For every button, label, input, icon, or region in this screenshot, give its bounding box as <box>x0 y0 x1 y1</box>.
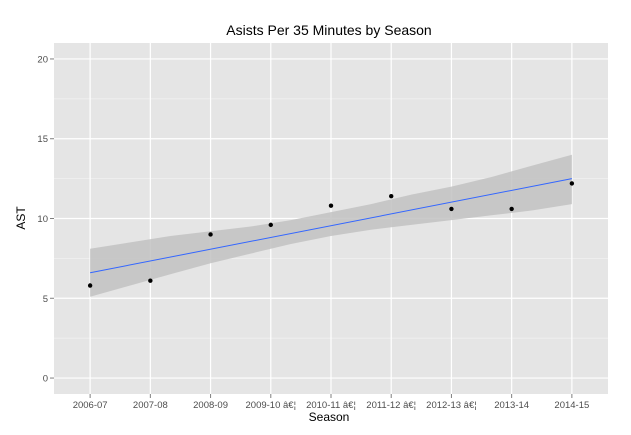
trend-line <box>90 178 572 274</box>
data-point <box>268 222 273 228</box>
points-layer <box>87 181 575 288</box>
x-tick-label: 2009-10 â€¦ <box>246 400 297 411</box>
data-point <box>389 193 394 199</box>
x-axis: 2006-07 2007-08 2008-09 2009-10 â€¦ 2010-11 … <box>73 394 589 411</box>
data-point <box>208 232 213 237</box>
data-point <box>148 278 153 283</box>
y-tick-label: 15 <box>37 134 48 145</box>
x-tick-label: 2012-13 â€¦ <box>426 400 477 411</box>
y-tick-label: 20 <box>37 54 48 65</box>
x-tick-label: 2007-08 <box>133 400 168 411</box>
x-tick-label: 2011-12 â€¦ <box>366 400 416 411</box>
y-axis: 0 5 10 15 20 <box>37 54 54 385</box>
y-tick-label: 5 <box>43 294 48 305</box>
data-point <box>449 206 454 212</box>
y-axis-title: AST <box>14 206 28 230</box>
x-tick-label: 2010-11 â€¦ <box>306 400 356 411</box>
x-tick-label: 2008-09 <box>193 400 228 411</box>
trend-line-layer <box>90 178 572 274</box>
data-point <box>328 203 334 208</box>
data-point <box>509 206 514 212</box>
data-point <box>569 181 575 186</box>
x-tick-label: 2006-07 <box>73 400 108 411</box>
y-tick-label: 0 <box>43 374 48 385</box>
x-tick-label: 2014-15 <box>554 400 589 411</box>
x-tick-label: 2013-14 <box>494 400 529 411</box>
y-tick-label: 10 <box>37 214 48 225</box>
chart-title: Asists Per 35 Minutes by Season <box>226 22 431 38</box>
data-point <box>87 283 93 288</box>
x-axis-title: Season <box>309 410 350 424</box>
